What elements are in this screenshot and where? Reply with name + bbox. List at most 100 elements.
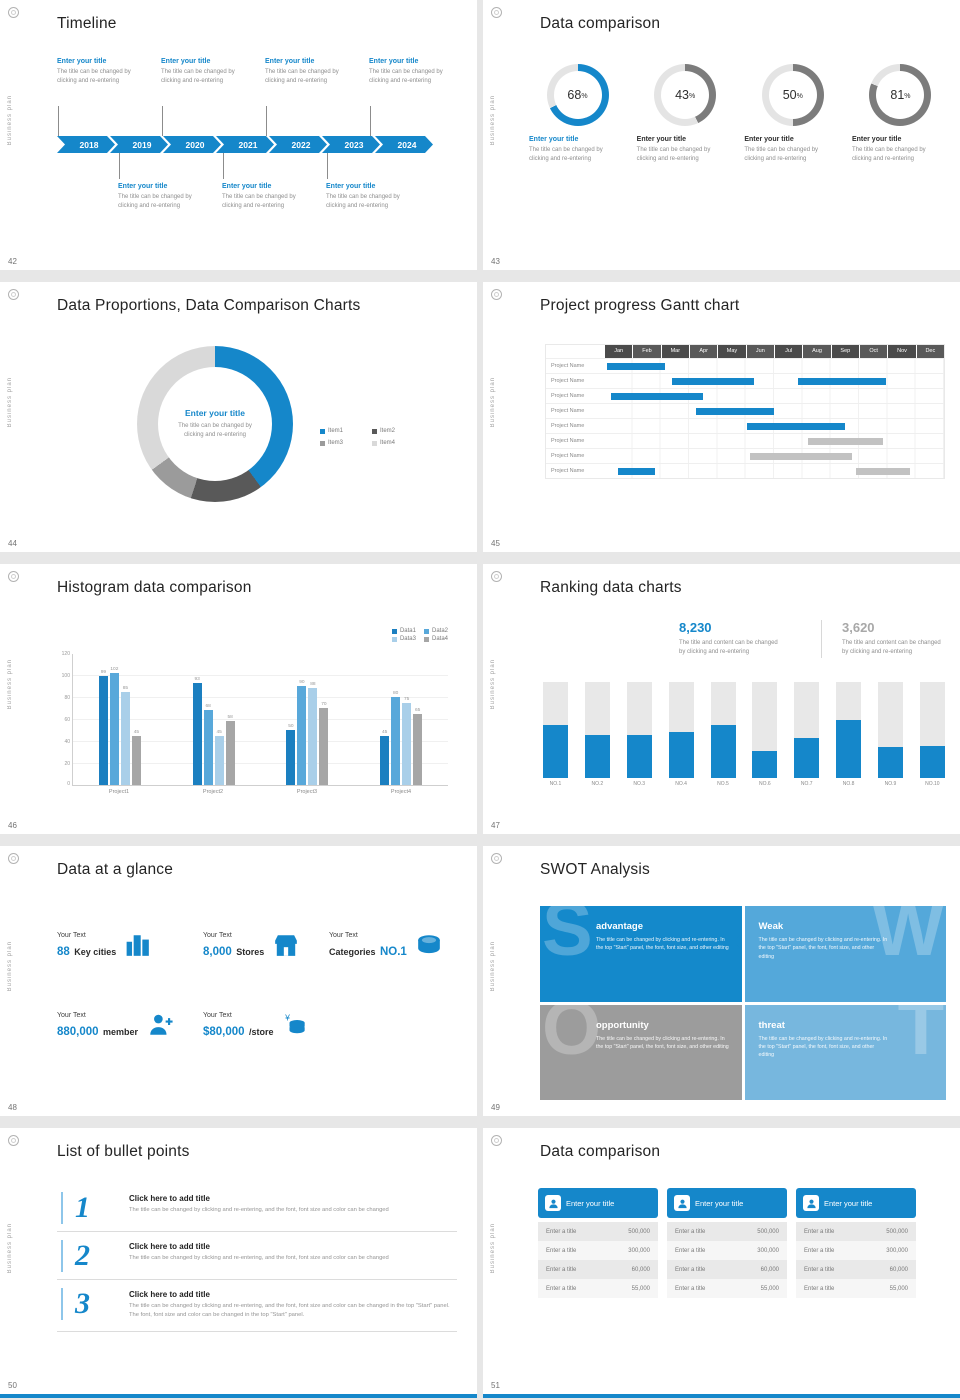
swot-letter: O (542, 1004, 602, 1071)
body-line: The title and content can be changed (679, 640, 778, 646)
gantt-bar (855, 468, 910, 475)
timeline-item-body: The title can be changed by clicking and … (222, 193, 320, 212)
swot-letter: W (872, 906, 944, 972)
donut-label: Enter your title (529, 136, 579, 143)
card-rows: Enter a title 500,000 Enter a title 300,00… (538, 1222, 658, 1298)
bar-value: 75 (403, 696, 410, 702)
data-card: Enter your title Enter a title 500,000 En… (538, 1188, 658, 1298)
body-line: by clicking and re-entering (842, 649, 913, 656)
bar-group: 45 80 75 65 (354, 654, 448, 785)
slide-number: 50 (8, 1381, 17, 1390)
ranking-stats: 8,230 The title and content can be chang… (679, 620, 960, 658)
bar-value: 70 (321, 702, 327, 707)
bar-value: 85 (122, 685, 129, 691)
swot-weakness: W Weak The title can be changed by click… (744, 906, 946, 1002)
row-value: 300,000 (628, 1247, 650, 1254)
stat-text: Your Text $80,000 /store (203, 1012, 274, 1040)
bar-fill (543, 725, 568, 778)
rank-label: NO.9 (884, 781, 897, 787)
bar-track (668, 682, 694, 778)
slide-43-data-comparison: Business plan Data comparison 68% Enter … (483, 0, 960, 270)
legend-label: Data4 (431, 636, 448, 642)
price-icon: ¥ (284, 1013, 305, 1034)
bar-with-label: 45 (214, 730, 224, 785)
slide-title: Timeline (57, 15, 117, 32)
card-header: Enter your title (667, 1188, 787, 1218)
swot-grid: S advantage The title can be changed by … (540, 906, 946, 1100)
stat-value: 3,620 (842, 620, 875, 635)
bar-value: 102 (110, 666, 119, 672)
slide-number: 43 (491, 257, 500, 266)
university-logo (491, 853, 502, 864)
legend-item: Data2 (423, 628, 448, 634)
bar-value: 90 (299, 680, 305, 685)
card-row: Enter a title 55,000 (796, 1279, 916, 1298)
slide-48-data-at-a-glance: Business plan Data at a glance Your Text… (0, 846, 477, 1116)
bar (120, 691, 130, 785)
bar-with-label: 88 (308, 682, 318, 785)
bar-with-label: 93 (192, 677, 202, 785)
x-axis-labels: Project1 Project2 Project3 Project4 (72, 789, 448, 795)
connector-line (58, 106, 59, 136)
row-label: Enter a title (546, 1247, 577, 1254)
legend-item: Data3 (391, 636, 416, 642)
bar-with-label: 75 (402, 696, 412, 785)
timeline-item-body: The title can be changed by clicking and … (265, 68, 363, 87)
x-tick: Project2 (202, 789, 224, 795)
swot-threat: T threat The title can be changed by cli… (744, 1004, 946, 1100)
bar-track (710, 682, 736, 778)
legend-label: Item4 (380, 440, 396, 446)
ranking-bars: NO.1 NO.2 NO.3 NO.4 NO.5 NO.6 NO.7 NO.8 … (543, 682, 945, 787)
gantt-corner-cell (546, 345, 604, 358)
donut-label: Enter your title (636, 136, 687, 143)
timeline-item-title: Enter your title (161, 58, 211, 65)
timeline-item-body: The title can be changed by clicking and … (57, 68, 155, 87)
person-icon (545, 1195, 561, 1211)
stat-unit: Categories (329, 947, 376, 957)
rank-label: NO.10 (925, 781, 940, 787)
card-row: Enter a title 300,000 (796, 1241, 916, 1260)
donut-body: The title can be changed by clicking and … (744, 146, 841, 165)
y-tick: 80 (64, 695, 70, 701)
y-tick: 120 (61, 651, 70, 657)
connector-line (266, 106, 267, 136)
ranking-stat: 8,230 The title and content can be chang… (679, 620, 821, 658)
gantt-row-track (604, 403, 944, 418)
rank-label: NO.6 (759, 781, 771, 787)
gantt-month-header: May (717, 345, 746, 358)
body-line: clicking and re-entering (744, 156, 807, 163)
list-item: 1 Click here to add title The title can … (57, 1184, 457, 1232)
row-label: Enter a title (675, 1266, 706, 1273)
slide-50-bullet-list: Business plan List of bullet points 1 Cl… (0, 1128, 477, 1398)
donut-percent: 50% (762, 64, 824, 126)
bar-value: 50 (288, 724, 294, 729)
bar (225, 721, 235, 785)
body-line: clicking and re-entering (222, 203, 285, 210)
row-value: 300,000 (886, 1247, 908, 1254)
timeline-year: 2019 (110, 136, 168, 153)
slide-49-swot: Business plan SWOT Analysis S advantage … (483, 846, 960, 1116)
sidebar-vertical-text: Business plan (7, 1223, 13, 1274)
slide-47-ranking: Business plan Ranking data charts 8,230 … (483, 564, 960, 834)
card-row: Enter a title 300,000 (667, 1241, 787, 1260)
row-value: 55,000 (631, 1285, 650, 1292)
percent-value: 50 (782, 88, 797, 102)
legend-swatch (320, 440, 325, 446)
stat-stores: Your Text 8,000 Stores (203, 932, 299, 960)
swot-title: advantage (596, 921, 643, 932)
histogram-chart: Data1 Data2 Data3 Data4 120 100 80 60 40… (62, 628, 448, 795)
row-label: Enter a title (546, 1266, 577, 1273)
bar (192, 682, 202, 785)
gantt-month-header: Apr (689, 345, 718, 358)
stat-number: $80,000 (203, 1026, 245, 1038)
gantt-bar (797, 378, 887, 385)
legend-swatch (372, 440, 377, 446)
percent-value: 68 (567, 88, 582, 102)
stat-number: 880,000 (57, 1026, 99, 1038)
timeline-bar: 2018 2019 2020 2021 2022 2023 2024 (57, 136, 433, 153)
bar (308, 688, 318, 785)
item-number: 1 (61, 1192, 90, 1224)
data-cards: Enter your title Enter a title 500,000 En… (538, 1188, 916, 1298)
slide-title: List of bullet points (57, 1143, 190, 1160)
slide-44-data-proportions: Business plan Data Proportions, Data Com… (0, 282, 477, 552)
